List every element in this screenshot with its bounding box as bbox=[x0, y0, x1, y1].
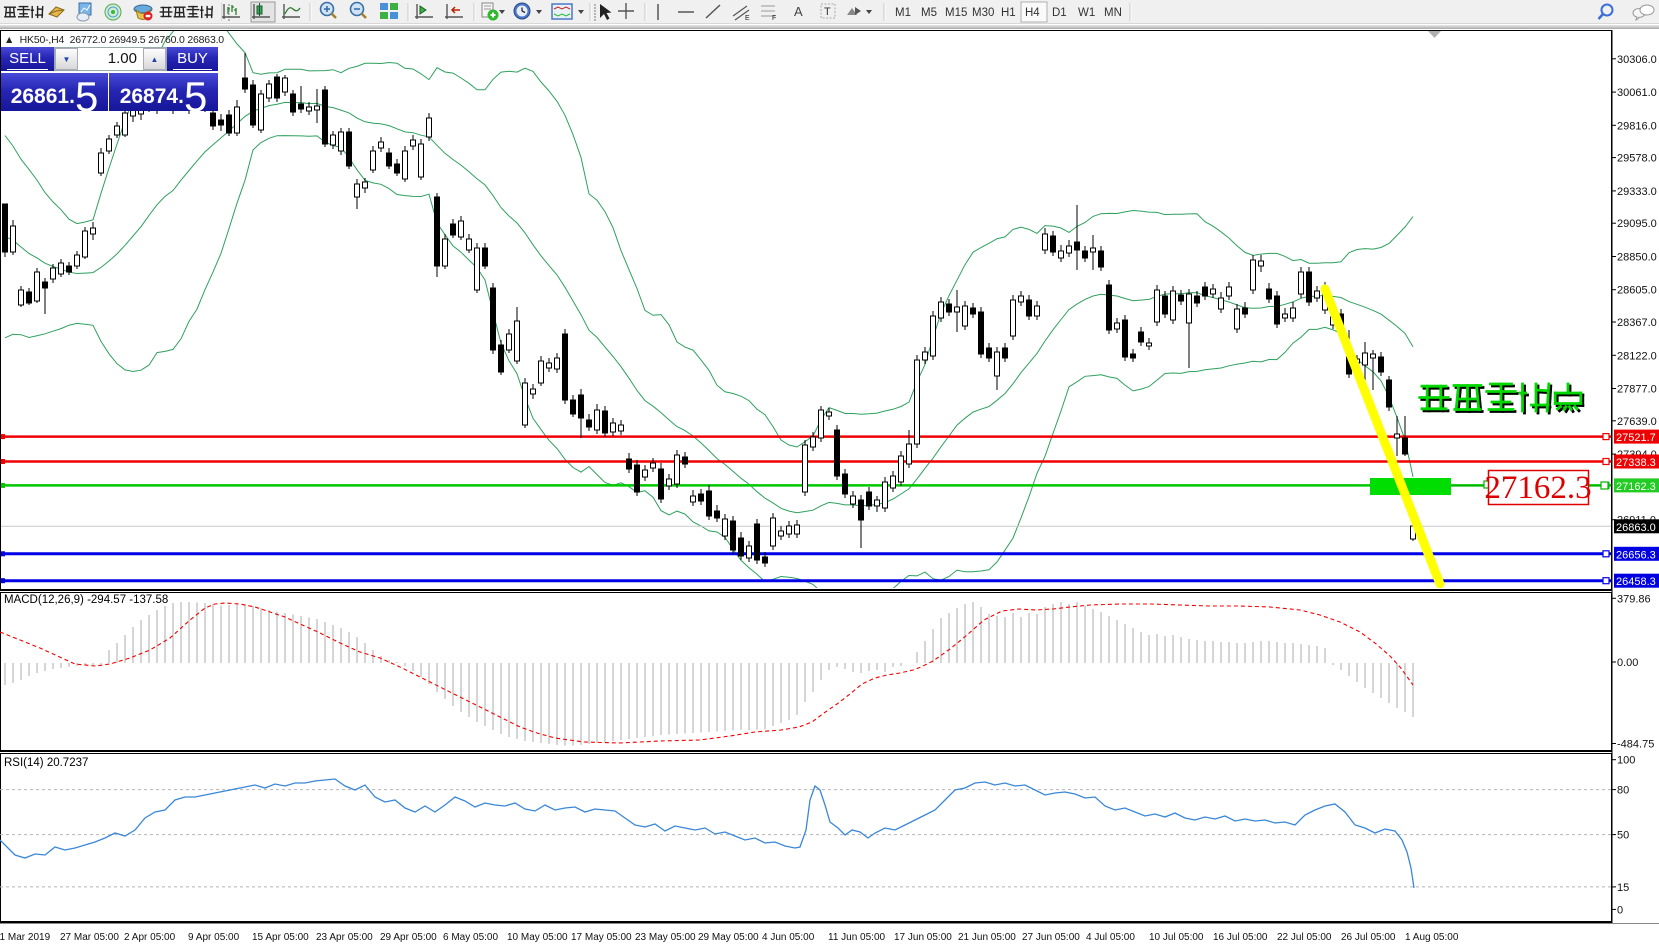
svg-text:29578.0: 29578.0 bbox=[1617, 153, 1657, 165]
svg-text:4 Jun 05:00: 4 Jun 05:00 bbox=[762, 932, 815, 943]
svg-text:M5: M5 bbox=[921, 7, 937, 19]
svg-text:21 Mar 2019: 21 Mar 2019 bbox=[0, 932, 51, 943]
svg-text:29333.0: 29333.0 bbox=[1617, 186, 1657, 198]
svg-text:A: A bbox=[794, 4, 803, 19]
svg-text:10 Jul 05:00: 10 Jul 05:00 bbox=[1149, 932, 1204, 943]
svg-text:28850.0: 28850.0 bbox=[1617, 252, 1657, 264]
svg-text:9 Apr 05:00: 9 Apr 05:00 bbox=[188, 932, 240, 943]
svg-text:E: E bbox=[745, 15, 750, 22]
svg-text:0: 0 bbox=[1617, 904, 1623, 916]
svg-text:23 May 05:00: 23 May 05:00 bbox=[635, 932, 696, 943]
svg-text:H1: H1 bbox=[1001, 7, 1016, 19]
svg-text:23 Apr 05:00: 23 Apr 05:00 bbox=[316, 932, 373, 943]
svg-text:16 Jul 05:00: 16 Jul 05:00 bbox=[1213, 932, 1268, 943]
svg-text:27877.0: 27877.0 bbox=[1617, 384, 1657, 396]
svg-text:15 Apr 05:00: 15 Apr 05:00 bbox=[252, 932, 309, 943]
svg-text:28122.0: 28122.0 bbox=[1617, 350, 1657, 362]
svg-text:M30: M30 bbox=[972, 7, 994, 19]
svg-text:MN: MN bbox=[1104, 7, 1122, 19]
svg-text:28605.0: 28605.0 bbox=[1617, 285, 1657, 297]
svg-text:30306.0: 30306.0 bbox=[1617, 54, 1657, 66]
svg-text:27162.3: 27162.3 bbox=[1484, 470, 1591, 506]
svg-text:F: F bbox=[772, 15, 776, 22]
svg-text:29095.0: 29095.0 bbox=[1617, 218, 1657, 230]
svg-text:10 May 05:00: 10 May 05:00 bbox=[507, 932, 568, 943]
svg-text:M15: M15 bbox=[945, 7, 967, 19]
svg-text:100: 100 bbox=[1617, 755, 1635, 767]
svg-text:M1: M1 bbox=[895, 7, 911, 19]
svg-text:28367.0: 28367.0 bbox=[1617, 317, 1657, 329]
svg-text:27 Jun 05:00: 27 Jun 05:00 bbox=[1022, 932, 1080, 943]
svg-text:21 Jun 05:00: 21 Jun 05:00 bbox=[958, 932, 1016, 943]
svg-text:1 Aug 05:00: 1 Aug 05:00 bbox=[1405, 932, 1459, 943]
svg-text:2 Apr 05:00: 2 Apr 05:00 bbox=[124, 932, 176, 943]
svg-text:26458.3: 26458.3 bbox=[1616, 576, 1656, 588]
svg-text:29 Apr 05:00: 29 Apr 05:00 bbox=[380, 932, 437, 943]
svg-text:80: 80 bbox=[1617, 785, 1629, 797]
svg-text:D1: D1 bbox=[1052, 7, 1067, 19]
svg-text:50: 50 bbox=[1617, 830, 1629, 842]
svg-text:26863.0: 26863.0 bbox=[1616, 522, 1656, 534]
svg-text:11 Jun 05:00: 11 Jun 05:00 bbox=[828, 932, 886, 943]
svg-text:26656.3: 26656.3 bbox=[1616, 549, 1656, 561]
svg-text:W1: W1 bbox=[1078, 7, 1095, 19]
svg-text:T: T bbox=[824, 6, 831, 18]
svg-text:17 May 05:00: 17 May 05:00 bbox=[571, 932, 632, 943]
svg-text:4 Jul 05:00: 4 Jul 05:00 bbox=[1086, 932, 1135, 943]
svg-text:27338.3: 27338.3 bbox=[1616, 457, 1656, 469]
svg-text:26 Jul 05:00: 26 Jul 05:00 bbox=[1341, 932, 1396, 943]
svg-text:-484.75: -484.75 bbox=[1617, 739, 1654, 751]
svg-text:30061.0: 30061.0 bbox=[1617, 87, 1657, 99]
svg-text:6 May 05:00: 6 May 05:00 bbox=[443, 932, 498, 943]
svg-text:27 Mar 05:00: 27 Mar 05:00 bbox=[60, 932, 119, 943]
svg-text:H4: H4 bbox=[1025, 7, 1040, 19]
svg-text:17 Jun 05:00: 17 Jun 05:00 bbox=[894, 932, 952, 943]
svg-text:0.00: 0.00 bbox=[1617, 657, 1638, 669]
svg-text:27521.7: 27521.7 bbox=[1616, 432, 1656, 444]
svg-text:27639.0: 27639.0 bbox=[1617, 416, 1657, 428]
svg-text:29816.0: 29816.0 bbox=[1617, 120, 1657, 132]
svg-text:RSI(14) 20.7237: RSI(14) 20.7237 bbox=[4, 757, 88, 769]
svg-text:22 Jul 05:00: 22 Jul 05:00 bbox=[1277, 932, 1332, 943]
svg-text:MACD(12,26,9) -294.57 -137.58: MACD(12,26,9) -294.57 -137.58 bbox=[4, 594, 168, 606]
svg-text:379.86: 379.86 bbox=[1617, 593, 1651, 605]
svg-text:29 May 05:00: 29 May 05:00 bbox=[698, 932, 759, 943]
svg-text:27162.3: 27162.3 bbox=[1616, 481, 1656, 493]
svg-text:15: 15 bbox=[1617, 882, 1629, 894]
